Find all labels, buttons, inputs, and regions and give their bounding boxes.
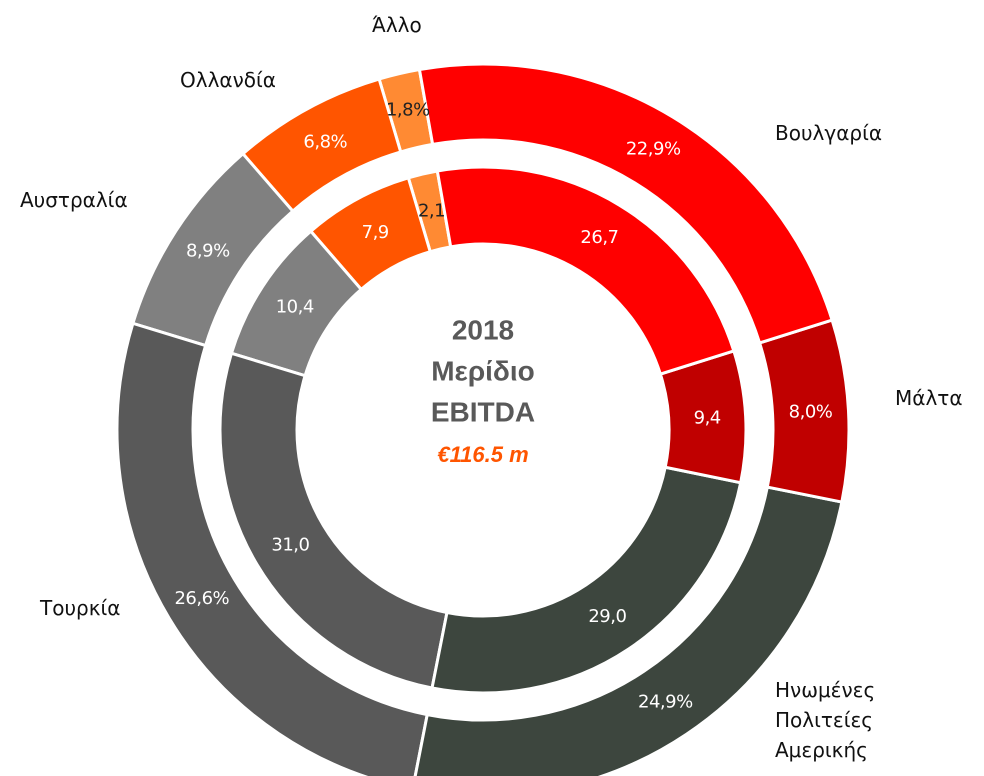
donut-segment [413,485,844,776]
donut-segment [430,465,743,695]
category-label: Μάλτα [895,386,963,410]
center-text: EBITDA [431,396,535,427]
donut-segment [218,351,449,690]
value-label: 10,4 [276,297,314,318]
value-label: 1,8% [386,100,430,121]
category-label: Ολλανδία [180,68,276,92]
donut-segment [417,62,834,345]
value-label: 8,9% [186,240,230,261]
value-label: 24,9% [638,692,693,713]
category-label: Άλλο [372,13,422,37]
value-label: 2,1 [418,200,445,221]
category-label: Ηνωμένες Πολιτείες Αμερικής [775,678,876,762]
value-label: 31,0 [271,534,309,555]
donut-segment [229,229,364,378]
center-text: 2018 [452,314,514,345]
value-label: 7,9 [362,222,389,243]
donut-segment [131,151,295,348]
donut-segment [115,321,430,776]
value-label: 9,4 [694,407,721,428]
donut-segment [757,318,851,504]
category-label: Τουρκία [40,596,121,620]
donut-segment [308,175,433,292]
value-label: 6,8% [303,131,347,152]
value-label: 22,9% [626,139,681,160]
donut-segment [240,77,403,214]
value-label: 29,0 [588,606,626,627]
center-value: €116.5 m [437,442,528,467]
donut-segment [435,165,736,376]
center-text: Μερίδιο [431,355,535,386]
donut-segment [658,349,748,485]
category-label: Αυστραλία [20,188,128,212]
category-label: Βουλγαρία [775,121,883,145]
value-label: 26,6% [174,588,229,609]
value-label: 8,0% [789,401,833,422]
value-label: 26,7 [580,227,618,248]
